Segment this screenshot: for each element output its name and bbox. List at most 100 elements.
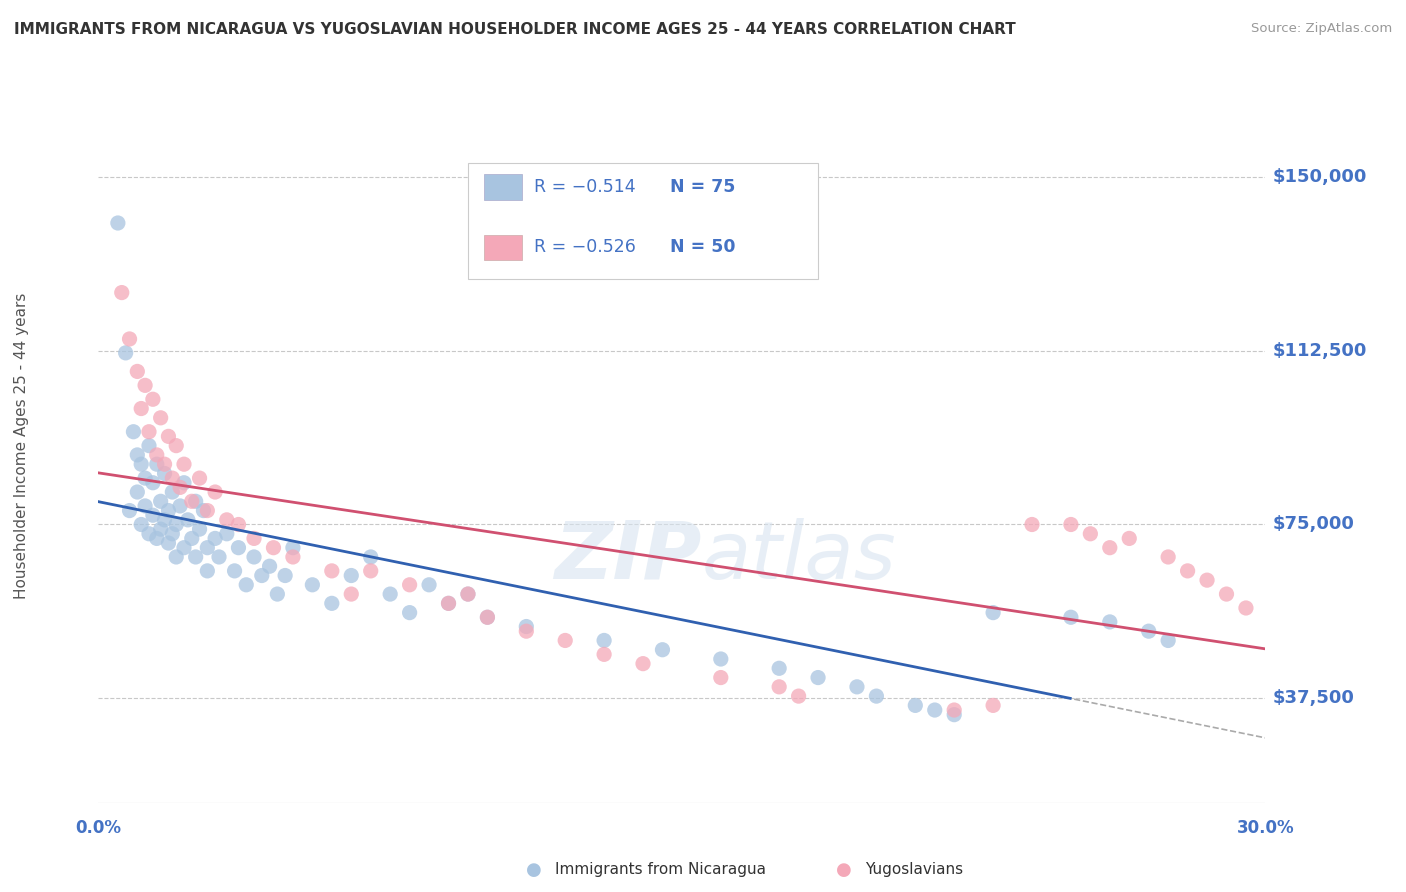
Text: R = −0.514: R = −0.514 bbox=[534, 178, 636, 196]
Point bbox=[138, 526, 160, 541]
Text: 0.0%: 0.0% bbox=[76, 819, 121, 837]
Point bbox=[184, 494, 207, 508]
Point bbox=[134, 499, 156, 513]
Point bbox=[554, 633, 576, 648]
Point bbox=[188, 471, 211, 485]
Point bbox=[631, 657, 654, 671]
Point bbox=[1118, 532, 1140, 546]
Point bbox=[157, 429, 180, 443]
Point bbox=[111, 285, 134, 300]
Point bbox=[515, 624, 537, 639]
Point bbox=[321, 596, 343, 610]
Point bbox=[360, 549, 382, 564]
Point bbox=[259, 559, 281, 574]
Point bbox=[1215, 587, 1237, 601]
Point bbox=[1157, 633, 1180, 648]
Point bbox=[224, 564, 246, 578]
Point bbox=[437, 596, 460, 610]
Point bbox=[865, 689, 887, 703]
Point bbox=[321, 564, 343, 578]
FancyBboxPatch shape bbox=[468, 162, 818, 278]
Point bbox=[593, 633, 616, 648]
Point bbox=[1098, 541, 1121, 555]
Point bbox=[180, 532, 202, 546]
Point bbox=[134, 378, 156, 392]
Point bbox=[157, 536, 180, 550]
Point bbox=[162, 471, 184, 485]
Point bbox=[457, 587, 479, 601]
Text: N = 50: N = 50 bbox=[671, 238, 735, 256]
Point bbox=[146, 448, 169, 462]
Point bbox=[398, 606, 420, 620]
Text: atlas: atlas bbox=[702, 518, 896, 596]
Point bbox=[107, 216, 129, 230]
Text: IMMIGRANTS FROM NICARAGUA VS YUGOSLAVIAN HOUSEHOLDER INCOME AGES 25 - 44 YEARS C: IMMIGRANTS FROM NICARAGUA VS YUGOSLAVIAN… bbox=[14, 22, 1015, 37]
Point bbox=[1021, 517, 1043, 532]
Point bbox=[134, 471, 156, 485]
Text: Immigrants from Nicaragua: Immigrants from Nicaragua bbox=[555, 863, 766, 877]
Point bbox=[768, 680, 790, 694]
Bar bbox=[484, 174, 523, 200]
Point bbox=[129, 457, 152, 471]
Point bbox=[243, 532, 266, 546]
Point bbox=[215, 513, 238, 527]
Point bbox=[845, 680, 868, 694]
Point bbox=[281, 541, 304, 555]
Text: $150,000: $150,000 bbox=[1272, 168, 1367, 186]
Point bbox=[1234, 601, 1257, 615]
Point bbox=[188, 522, 211, 536]
Point bbox=[162, 485, 184, 500]
Point bbox=[340, 587, 363, 601]
Point bbox=[127, 364, 149, 378]
Text: ZIP: ZIP bbox=[554, 518, 702, 596]
Point bbox=[142, 475, 165, 490]
Text: 30.0%: 30.0% bbox=[1237, 819, 1294, 837]
Point bbox=[142, 508, 165, 523]
Point bbox=[477, 610, 499, 624]
Point bbox=[165, 517, 187, 532]
Point bbox=[157, 503, 180, 517]
Point bbox=[184, 549, 207, 564]
Point bbox=[243, 549, 266, 564]
Point bbox=[904, 698, 927, 713]
Point bbox=[266, 587, 288, 601]
Point bbox=[208, 549, 231, 564]
Point bbox=[274, 568, 297, 582]
Point bbox=[1060, 610, 1083, 624]
Point bbox=[981, 606, 1004, 620]
Point bbox=[340, 568, 363, 582]
Point bbox=[807, 671, 830, 685]
Point bbox=[169, 480, 191, 494]
Point bbox=[1177, 564, 1199, 578]
Point bbox=[1080, 526, 1102, 541]
Point bbox=[1157, 549, 1180, 564]
Text: ●: ● bbox=[835, 861, 852, 879]
Point bbox=[943, 707, 966, 722]
Point bbox=[378, 587, 402, 601]
Point bbox=[1195, 573, 1218, 587]
Point bbox=[515, 619, 537, 633]
Point bbox=[228, 541, 250, 555]
Point bbox=[118, 332, 141, 346]
Point bbox=[149, 410, 172, 425]
Point bbox=[204, 485, 226, 500]
Point bbox=[398, 578, 420, 592]
Point bbox=[173, 457, 195, 471]
Point bbox=[301, 578, 323, 592]
Point bbox=[228, 517, 250, 532]
Point bbox=[710, 671, 733, 685]
Point bbox=[943, 703, 966, 717]
Point bbox=[114, 346, 136, 360]
Text: Householder Income Ages 25 - 44 years: Householder Income Ages 25 - 44 years bbox=[14, 293, 28, 599]
Bar bbox=[484, 235, 523, 260]
Text: Yugoslavians: Yugoslavians bbox=[865, 863, 963, 877]
Point bbox=[142, 392, 165, 407]
Point bbox=[177, 513, 200, 527]
Point bbox=[418, 578, 440, 592]
Point bbox=[153, 513, 176, 527]
Point bbox=[1060, 517, 1083, 532]
Point bbox=[138, 425, 160, 439]
Point bbox=[129, 517, 152, 532]
Point bbox=[129, 401, 152, 416]
Point bbox=[149, 522, 172, 536]
